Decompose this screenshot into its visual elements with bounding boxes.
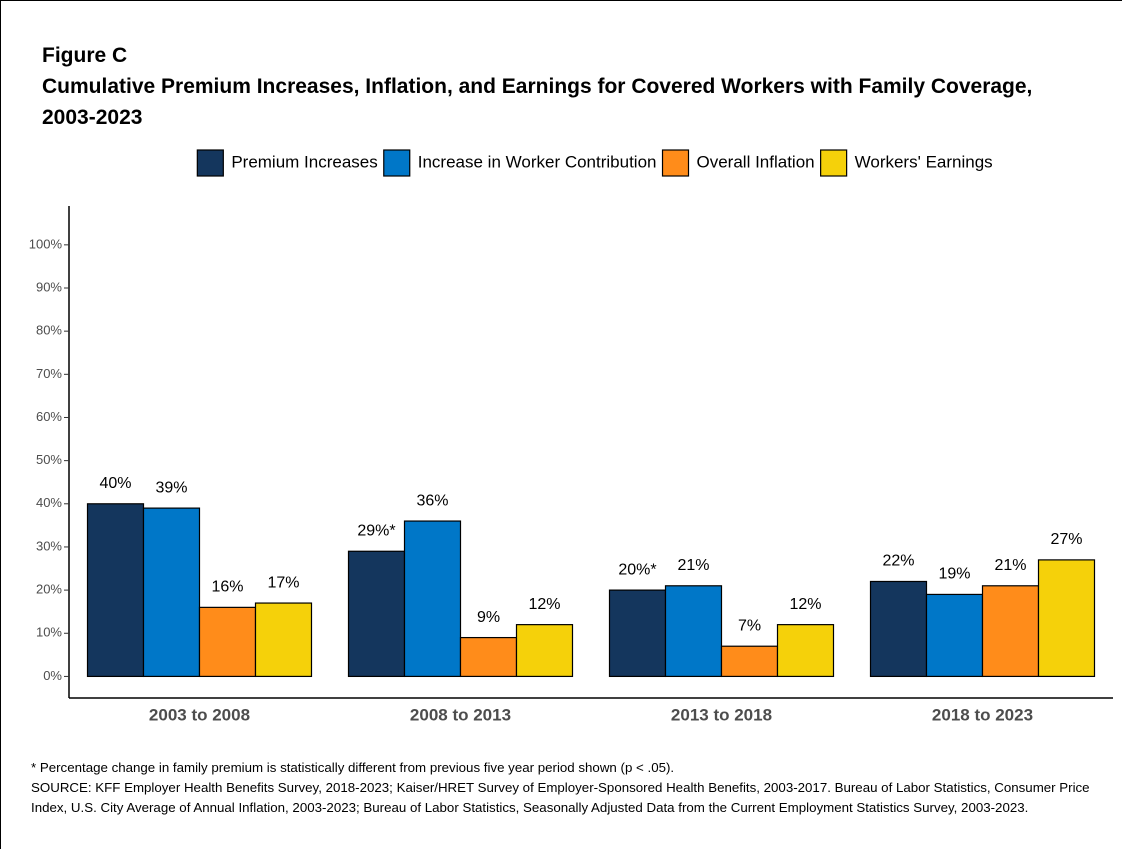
- legend-label: Increase in Worker Contribution: [418, 152, 657, 171]
- source: SOURCE: KFF Employer Health Benefits Sur…: [31, 780, 1090, 815]
- y-tick-label: 20%: [36, 582, 62, 597]
- bar: [347, 550, 406, 678]
- legend-label: Premium Increases: [231, 152, 377, 171]
- value-label: 20%*: [618, 561, 656, 578]
- value-label: 40%: [99, 475, 131, 492]
- notes: * Percentage change in family premium is…: [31, 758, 1091, 818]
- bar: [869, 580, 928, 678]
- bar: [1037, 559, 1096, 678]
- bar: [254, 602, 313, 678]
- y-tick-label: 50%: [36, 452, 62, 467]
- figure-label: Figure C: [42, 44, 128, 67]
- value-label: 39%: [155, 479, 187, 496]
- footnote: * Percentage change in family premium is…: [31, 760, 675, 775]
- bar: [198, 606, 257, 678]
- value-label: 9%: [477, 609, 500, 626]
- value-label: 36%: [416, 492, 448, 509]
- bar: [664, 585, 723, 678]
- legend-swatch: [820, 149, 848, 177]
- legend-swatch: [661, 149, 690, 177]
- bar: [142, 507, 201, 678]
- bar: [981, 585, 1040, 678]
- value-label: 16%: [211, 579, 243, 596]
- legend-label: Workers' Earnings: [855, 152, 993, 171]
- bar: [925, 593, 984, 678]
- x-tick-label: 2013 to 2018: [671, 705, 772, 724]
- y-tick-label: 60%: [36, 409, 62, 424]
- chart-title: Cumulative Premium Increases, Inflation,…: [42, 75, 1033, 129]
- legend-label: Overall Inflation: [697, 152, 815, 171]
- value-label: 21%: [677, 557, 709, 574]
- value-label: 12%: [789, 596, 821, 613]
- y-tick-label: 70%: [36, 366, 62, 381]
- value-label: 21%: [994, 557, 1026, 574]
- value-label: 7%: [738, 617, 761, 634]
- y-tick-label: 30%: [36, 538, 62, 553]
- y-tick-label: 0%: [43, 668, 62, 683]
- title-block: Figure C Cumulative Premium Increases, I…: [42, 41, 1042, 133]
- value-label: 12%: [528, 596, 560, 613]
- y-tick-label: 90%: [36, 279, 62, 294]
- y-tick-label: 100%: [29, 236, 63, 251]
- legend-swatch: [383, 149, 411, 177]
- bar: [459, 636, 518, 678]
- value-label: 17%: [267, 574, 299, 591]
- bar: [86, 503, 145, 678]
- value-label: 29%*: [357, 522, 395, 539]
- bar: [515, 624, 574, 678]
- x-tick-label: 2003 to 2008: [149, 705, 250, 724]
- x-tick-label: 2018 to 2023: [932, 705, 1033, 724]
- bar: [776, 624, 835, 678]
- y-tick-label: 80%: [36, 323, 62, 338]
- y-tick-label: 40%: [36, 495, 62, 510]
- value-label: 19%: [938, 566, 970, 583]
- x-tick-label: 2008 to 2013: [410, 705, 511, 724]
- y-tick-label: 10%: [36, 625, 62, 640]
- value-label: 27%: [1050, 531, 1082, 548]
- bar: [608, 589, 667, 678]
- bar: [403, 520, 462, 678]
- legend-swatch: [196, 149, 224, 177]
- value-label: 22%: [882, 553, 914, 570]
- bar: [720, 645, 779, 678]
